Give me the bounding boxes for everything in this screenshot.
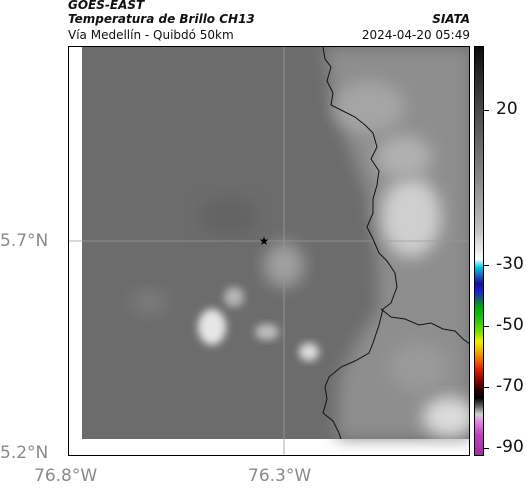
colorbar-tick [484,448,489,449]
colorbar-label-minus90: -90 [496,437,524,457]
datetime-label: 2024-04-20 05:49 [361,28,470,42]
colorbar-tick [484,110,489,111]
department-boundary-east [380,308,469,345]
colorbar-tick [484,265,489,266]
colorbar-tick [484,387,489,388]
colorbar-label-minus70: -70 [496,376,524,396]
agency-label: SIATA [432,12,470,26]
star-marker: ★ [259,234,270,248]
brightness-temperature-field: ★ [69,47,469,455]
lat-label-5.7: 5.7°N [0,231,49,251]
route-subtitle: Vía Medellín - Quibdó 50km [68,28,234,42]
department-boundary [322,47,398,440]
satellite-title: GOES-EAST [68,0,145,12]
product-title: Temperatura de Brillo CH13 [68,12,255,26]
colorbar-tick [484,326,489,327]
lon-label-76.8: 76.8°W [34,466,98,486]
colorbar-label-minus50: -50 [496,315,524,335]
lon-label-76.3: 76.3°W [248,466,312,486]
lat-label-5.2: 5.2°N [0,443,49,463]
satellite-map: ★ [68,46,470,456]
colorbar-label-minus30: -30 [496,254,524,274]
colorbar-label-20: 20 [496,99,518,119]
colorbar [474,46,484,456]
